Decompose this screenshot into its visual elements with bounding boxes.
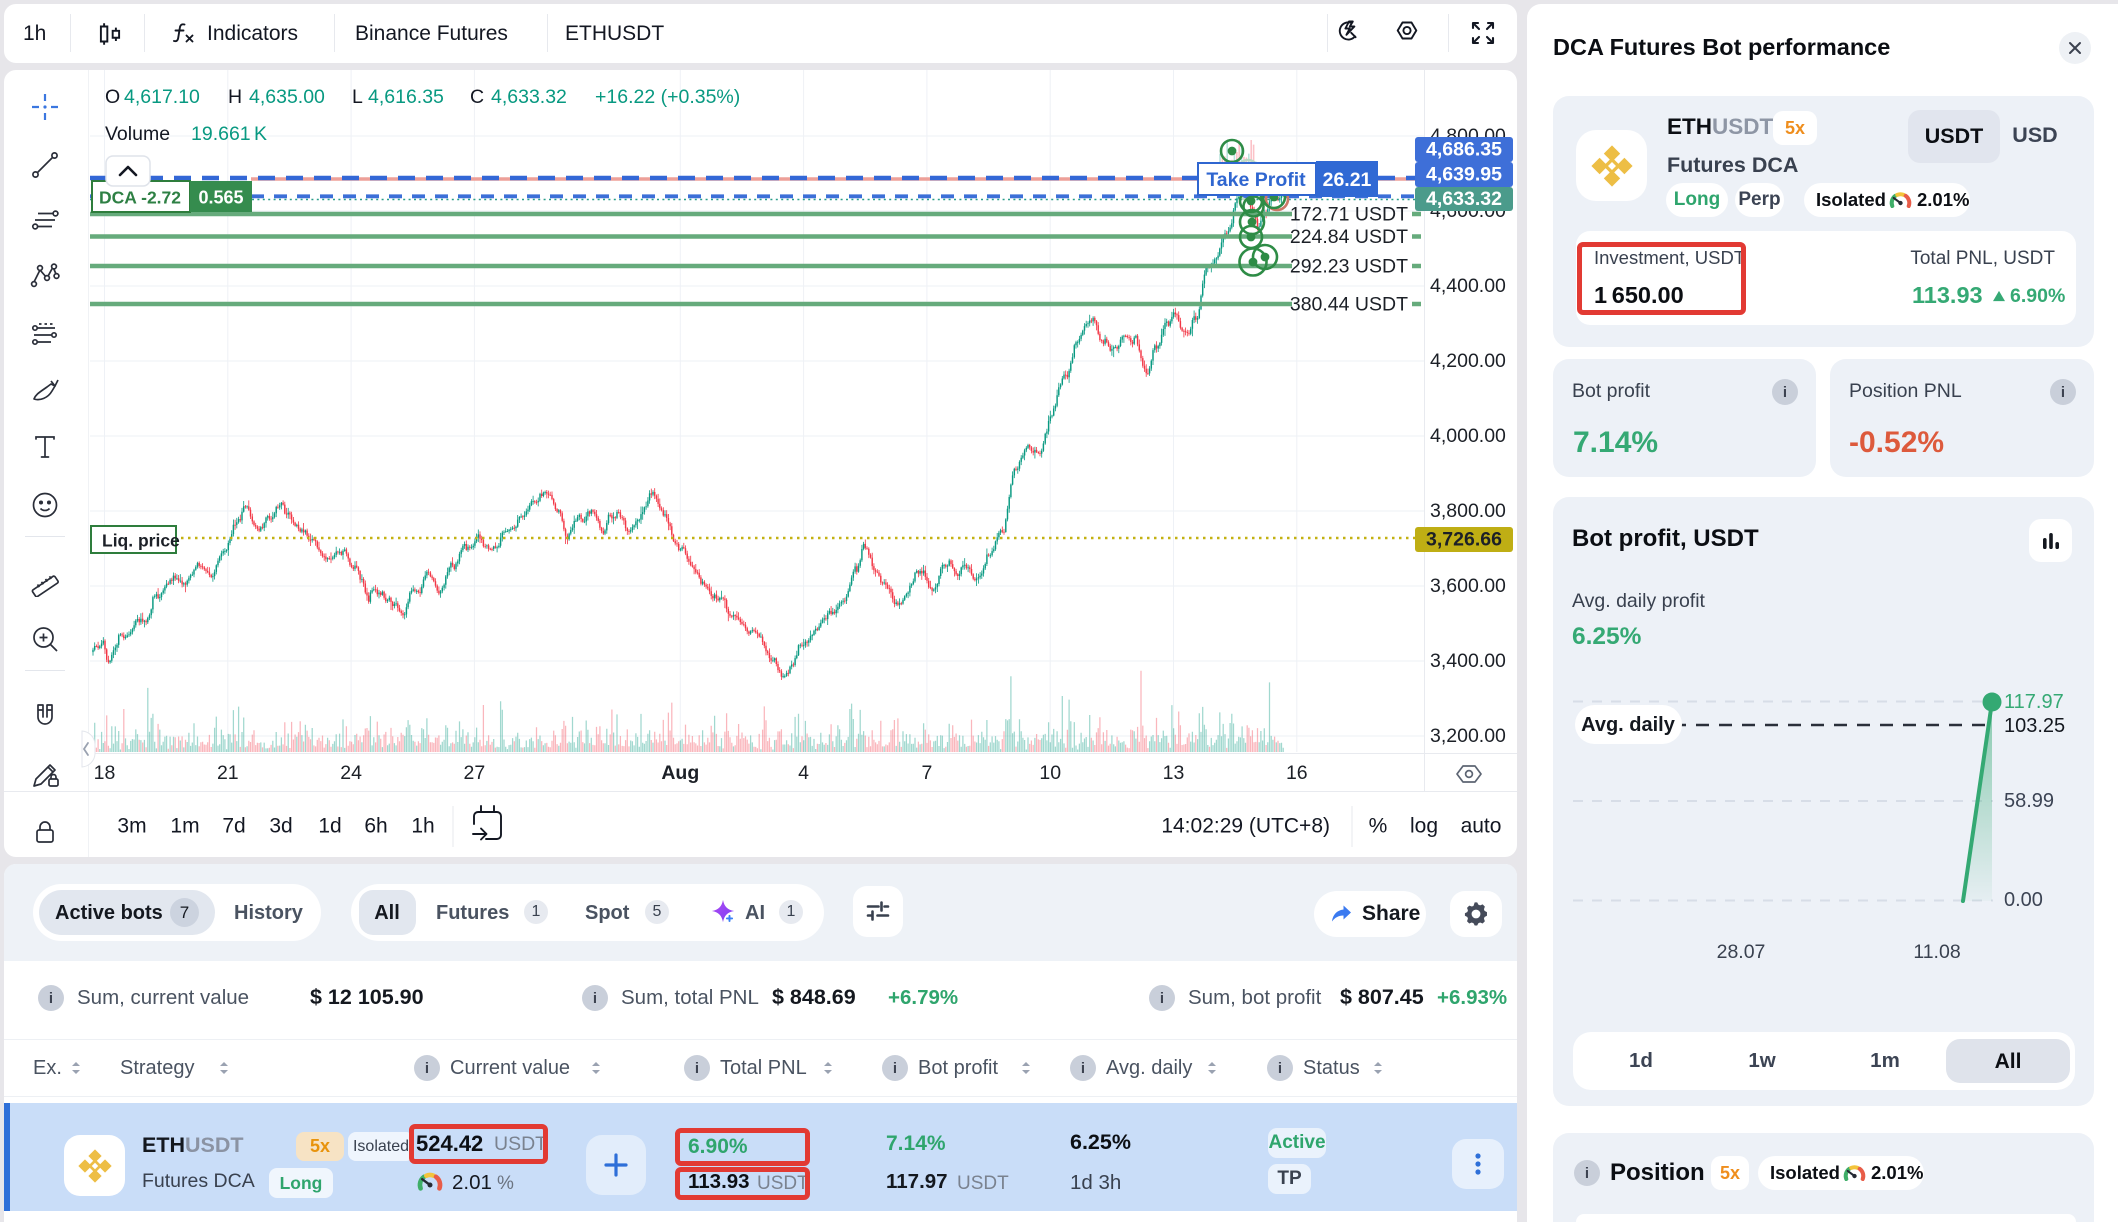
svg-text:26.21: 26.21: [1323, 169, 1372, 191]
svg-text:7: 7: [921, 762, 932, 784]
svg-text:10: 10: [1039, 762, 1061, 784]
svg-text:3,200.00: 3,200.00: [1430, 725, 1506, 747]
svg-text:14:02:29 (UTC+8): 14:02:29 (UTC+8): [1161, 815, 1330, 838]
svg-text:1m: 1m: [170, 815, 199, 838]
svg-text:6h: 6h: [364, 815, 387, 838]
svg-text:4,633.32: 4,633.32: [1426, 188, 1502, 210]
svg-text:1h: 1h: [411, 815, 434, 838]
svg-text:log: log: [1410, 815, 1438, 838]
svg-text:13: 13: [1163, 762, 1185, 784]
svg-text:4: 4: [798, 762, 809, 784]
svg-text:28.07: 28.07: [1717, 941, 1766, 963]
svg-text:103.25: 103.25: [2004, 715, 2065, 737]
svg-text:7d: 7d: [222, 815, 245, 838]
svg-text:DCA -2.72: DCA -2.72: [99, 188, 181, 208]
svg-text:172.71 USDT: 172.71 USDT: [1290, 204, 1408, 226]
svg-text:0.565: 0.565: [198, 188, 243, 208]
svg-text:24: 24: [340, 762, 362, 784]
svg-text:3m: 3m: [117, 815, 146, 838]
svg-text:58.99: 58.99: [2004, 790, 2054, 812]
svg-text:3,600.00: 3,600.00: [1430, 575, 1506, 597]
svg-text:224.84 USDT: 224.84 USDT: [1290, 226, 1408, 248]
svg-text:Liq. price: Liq. price: [102, 531, 180, 551]
svg-text:4,200.00: 4,200.00: [1430, 350, 1506, 372]
svg-text:Avg. daily: Avg. daily: [1581, 714, 1676, 736]
svg-text:3,400.00: 3,400.00: [1430, 650, 1506, 672]
svg-text:18: 18: [94, 762, 116, 784]
svg-text:380.44 USDT: 380.44 USDT: [1290, 294, 1408, 316]
svg-text:16: 16: [1286, 762, 1308, 784]
svg-text:Take Profit: Take Profit: [1206, 169, 1306, 191]
svg-text:1d: 1d: [318, 815, 341, 838]
svg-text:%: %: [1369, 815, 1388, 838]
svg-text:4,400.00: 4,400.00: [1430, 275, 1506, 297]
svg-text:4,000.00: 4,000.00: [1430, 425, 1506, 447]
svg-text:117.97: 117.97: [2004, 691, 2064, 713]
svg-text:292.23 USDT: 292.23 USDT: [1290, 256, 1408, 278]
svg-text:Aug: Aug: [661, 762, 699, 784]
svg-text:3d: 3d: [269, 815, 292, 838]
svg-text:3,726.66: 3,726.66: [1426, 529, 1502, 551]
svg-text:27: 27: [464, 762, 486, 784]
svg-text:auto: auto: [1461, 815, 1502, 838]
svg-text:11.08: 11.08: [1913, 941, 1960, 963]
svg-text:4,686.35: 4,686.35: [1426, 139, 1502, 161]
svg-text:0.00: 0.00: [2004, 889, 2043, 911]
svg-text:4,639.95: 4,639.95: [1426, 164, 1502, 186]
svg-text:21: 21: [217, 762, 239, 784]
svg-text:3,800.00: 3,800.00: [1430, 500, 1506, 522]
